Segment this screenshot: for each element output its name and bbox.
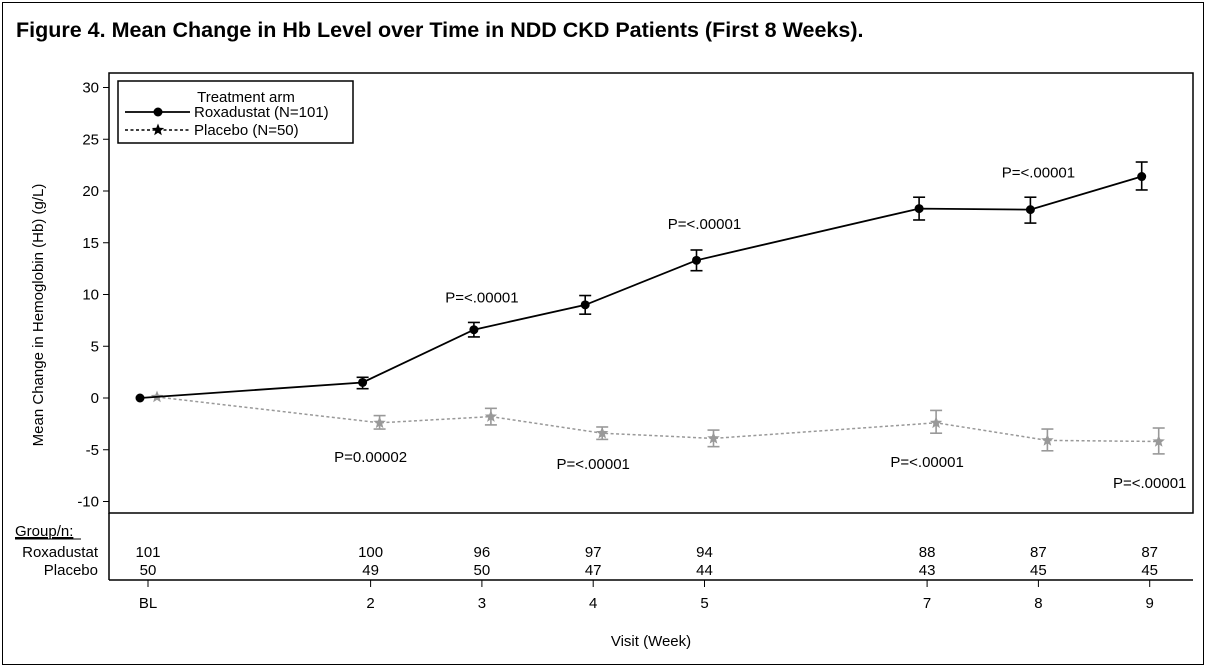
counts-cell: 47: [585, 562, 602, 579]
data-point-placebo: [1152, 434, 1165, 447]
x-axis-label: Visit (Week): [611, 633, 691, 650]
figure-title: Figure 4. Mean Change in Hb Level over T…: [16, 18, 864, 42]
y-tick-label: 30: [82, 80, 99, 97]
counts-cell: 50: [474, 562, 491, 579]
x-tick-label: 2: [366, 595, 374, 612]
p-value-annotation: P=<.00001: [668, 216, 741, 233]
counts-cell: 50: [140, 562, 157, 579]
legend-label-roxadustat: Roxadustat (N=101): [194, 104, 329, 121]
y-tick-label: 10: [82, 287, 99, 304]
data-point-roxadustat: [469, 325, 479, 335]
x-tick-label: 3: [478, 595, 486, 612]
counts-cell: 87: [1141, 544, 1158, 561]
data-point-placebo: [596, 426, 609, 439]
counts-table-header: Group/n:: [15, 523, 73, 540]
counts-cell: 100: [358, 544, 383, 561]
p-value-annotation: P=<.00001: [1113, 475, 1186, 492]
y-tick-label: 0: [91, 390, 99, 407]
data-point-roxadustat: [692, 255, 701, 265]
y-tick-label: 5: [91, 338, 99, 355]
series-line-roxadustat: [139, 175, 1142, 399]
x-tick-label: 8: [1034, 595, 1042, 612]
legend-label-placebo: Placebo (N=50): [194, 122, 299, 139]
data-point-placebo: [707, 431, 720, 444]
counts-row-label: Placebo: [44, 562, 98, 579]
x-tick-label: 7: [923, 595, 931, 612]
legend-title: Treatment arm: [197, 89, 295, 106]
data-point-placebo: [929, 416, 943, 429]
counts-cell: 87: [1030, 544, 1047, 561]
counts-cell: 88: [919, 544, 936, 561]
x-tick-label: 5: [700, 595, 708, 612]
data-point-placebo: [1041, 433, 1054, 446]
x-tick-label: BL: [139, 595, 157, 612]
data-point-placebo: [484, 410, 498, 422]
counts-cell: 97: [585, 544, 602, 561]
y-tick-label: 25: [82, 131, 99, 148]
counts-cell: 96: [474, 544, 491, 561]
x-tick-label: 4: [589, 595, 597, 612]
counts-cell: 101: [135, 544, 160, 561]
counts-row-label: Roxadustat: [22, 544, 99, 561]
counts-cell: 43: [919, 562, 936, 579]
y-tick-label: 15: [82, 235, 99, 252]
p-value-annotation: P=0.00002: [334, 449, 407, 466]
p-value-annotation: P=<.00001: [890, 454, 963, 471]
data-point-roxadustat: [580, 300, 590, 310]
counts-cell: 44: [696, 562, 713, 579]
counts-cell: 94: [696, 544, 713, 561]
legend-marker-placebo: [151, 123, 165, 136]
legend-marker-roxadustat: [153, 107, 163, 117]
data-point-roxadustat: [358, 377, 368, 387]
x-tick-label: 9: [1146, 595, 1154, 612]
y-tick-label: 20: [82, 183, 99, 200]
data-point-placebo: [373, 416, 386, 429]
counts-cell: 45: [1141, 562, 1158, 579]
p-value-annotation: P=<.00001: [556, 456, 629, 473]
series-line-placebo: [156, 396, 1159, 443]
y-tick-label: -10: [77, 494, 99, 511]
y-tick-label: -5: [86, 442, 99, 459]
data-point-roxadustat: [1025, 205, 1035, 215]
counts-cell: 45: [1030, 562, 1047, 579]
y-axis-label: Mean Change in Hemoglobin (Hb) (g/L): [30, 184, 47, 447]
counts-cell: 49: [362, 562, 379, 579]
data-point-roxadustat: [914, 204, 924, 214]
p-value-annotation: P=<.00001: [1002, 164, 1075, 181]
data-point-roxadustat: [135, 393, 145, 403]
plot-area: [108, 72, 1194, 514]
data-point-roxadustat: [1137, 172, 1147, 182]
p-value-annotation: P=<.00001: [445, 290, 518, 307]
